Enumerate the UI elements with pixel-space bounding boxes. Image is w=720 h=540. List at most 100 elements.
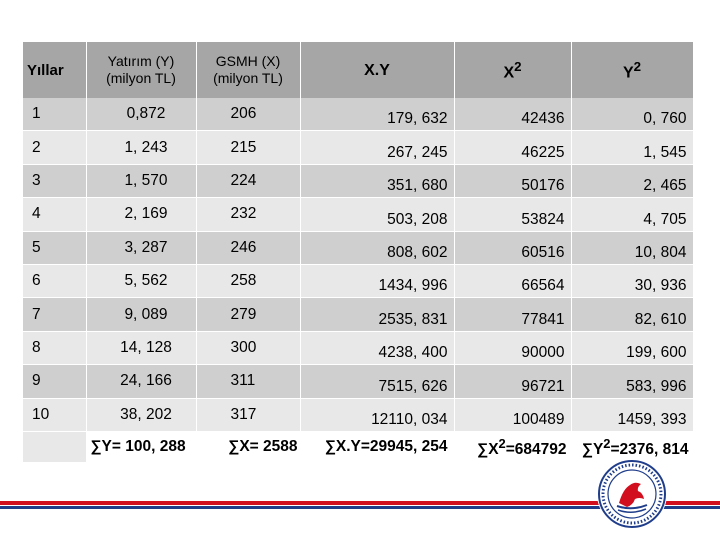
table-body: 1 0,872 206 179, 632 42436 0, 760 2 1, 2…	[23, 98, 694, 464]
cell-investment: 38, 202	[86, 398, 197, 432]
footer-blue-stripe	[0, 506, 720, 509]
cell-xy: 503, 208	[300, 197, 455, 232]
header-gnp: GSMH (X) (milyon TL)	[196, 42, 301, 98]
cell-year: 1	[23, 98, 87, 132]
cell-xy: 12110, 034	[300, 398, 455, 432]
cell-year: 7	[23, 297, 87, 332]
total-y-squared-post: =2376, 814	[610, 440, 689, 458]
cell-year: 6	[23, 264, 87, 299]
cell-y-squared: 30, 936	[571, 264, 694, 299]
total-x-squared-pre: ∑X	[477, 440, 499, 458]
table-row: 5 3, 287 246 808, 602 60516 10, 804	[23, 231, 694, 265]
footer-red-stripe	[0, 501, 720, 505]
header-investment-line1: Yatırım (Y)	[107, 53, 175, 69]
cell-gnp: 258	[196, 264, 301, 299]
cell-x-squared: 100489	[454, 398, 572, 432]
cell-y-squared: 2, 465	[571, 164, 694, 199]
table-row: 2 1, 243 215 267, 245 46225 1, 545	[23, 130, 694, 165]
cell-xy: 4238, 400	[300, 331, 455, 366]
total-y: ∑Y= 100, 288	[86, 431, 197, 464]
header-investment-line2: (milyon TL)	[106, 70, 176, 86]
cell-investment: 3, 287	[86, 231, 197, 265]
header-gnp-line2: (milyon TL)	[213, 70, 283, 86]
totals-row: ∑Y= 100, 288 ∑X= 2588 ∑X.Y=29945, 254 ∑X…	[23, 431, 694, 464]
cell-x-squared: 46225	[454, 130, 572, 165]
cell-investment: 0,872	[86, 98, 197, 132]
cell-y-squared: 1, 545	[571, 130, 694, 165]
cell-year: 2	[23, 130, 87, 165]
cell-gnp: 300	[196, 331, 301, 366]
table-row: 6 5, 562 258 1434, 996 66564 30, 936	[23, 264, 694, 299]
cell-gnp: 317	[196, 398, 301, 432]
header-y-squared-base: Y	[622, 64, 634, 82]
cell-investment: 1, 243	[86, 130, 197, 165]
cell-xy: 2535, 831	[300, 297, 455, 332]
regression-table: Yıllar Yatırım (Y) (milyon TL) GSMH (X) …	[23, 42, 694, 464]
cell-xy: 179, 632	[300, 98, 455, 132]
university-seal-icon	[597, 459, 667, 529]
cell-y-squared: 199, 600	[571, 331, 694, 366]
total-xy: ∑X.Y=29945, 254	[300, 431, 455, 464]
total-y-squared: ∑Y2=2376, 814	[571, 431, 694, 464]
cell-investment: 9, 089	[86, 297, 197, 332]
cell-x-squared: 96721	[454, 364, 572, 399]
cell-x-squared: 42436	[454, 98, 572, 132]
cell-investment: 1, 570	[86, 164, 197, 199]
header-xy: X.Y	[300, 42, 455, 98]
header-year: Yıllar	[23, 42, 87, 98]
table-row: 9 24, 166 311 7515, 626 96721 583, 996	[23, 364, 694, 399]
total-x-squared-sup: 2	[498, 435, 506, 451]
cell-x-squared: 53824	[454, 197, 572, 232]
total-x: ∑X= 2588	[196, 431, 301, 464]
header-row: Yıllar Yatırım (Y) (milyon TL) GSMH (X) …	[23, 42, 694, 98]
cell-x-squared: 66564	[454, 264, 572, 299]
header-x-squared-sup: 2	[514, 59, 522, 75]
totals-blank-cell	[23, 431, 87, 464]
header-y-squared: Y2	[571, 42, 694, 98]
cell-year: 10	[23, 398, 87, 432]
cell-gnp: 246	[196, 231, 301, 265]
seal-graphic	[598, 460, 666, 528]
header-y-squared-sup: 2	[633, 59, 642, 75]
cell-year: 9	[23, 364, 87, 399]
total-y-squared-pre: ∑Y	[581, 440, 604, 458]
cell-investment: 2, 169	[86, 197, 197, 232]
cell-x-squared: 60516	[454, 231, 572, 265]
cell-x-squared: 90000	[454, 331, 572, 366]
cell-year: 5	[23, 231, 87, 265]
cell-year: 4	[23, 197, 87, 232]
table-row: 3 1, 570 224 351, 680 50176 2, 465	[23, 164, 694, 199]
cell-y-squared: 0, 760	[571, 98, 694, 132]
header-x-squared: X2	[454, 42, 572, 98]
cell-x-squared: 50176	[454, 164, 572, 199]
cell-gnp: 224	[196, 164, 301, 199]
cell-gnp: 311	[196, 364, 301, 399]
cell-year: 3	[23, 164, 87, 199]
cell-investment: 14, 128	[86, 331, 197, 366]
header-investment: Yatırım (Y) (milyon TL)	[86, 42, 197, 98]
cell-xy: 7515, 626	[300, 364, 455, 399]
cell-xy: 1434, 996	[300, 264, 455, 299]
table-row: 10 38, 202 317 12110, 034 100489 1459, 3…	[23, 398, 694, 432]
cell-year: 8	[23, 331, 87, 366]
cell-xy: 267, 245	[300, 130, 455, 165]
table-row: 1 0,872 206 179, 632 42436 0, 760	[23, 98, 694, 132]
cell-y-squared: 4, 705	[571, 197, 694, 232]
total-x-squared: ∑X2=684792	[454, 431, 572, 464]
table-row: 4 2, 169 232 503, 208 53824 4, 705	[23, 197, 694, 232]
total-y-squared-sup: 2	[603, 435, 611, 451]
cell-investment: 5, 562	[86, 264, 197, 299]
cell-x-squared: 77841	[454, 297, 572, 332]
total-x-squared-post: =684792	[505, 440, 567, 458]
cell-gnp: 232	[196, 197, 301, 232]
cell-y-squared: 82, 610	[571, 297, 694, 332]
cell-y-squared: 10, 804	[571, 231, 694, 265]
header-gnp-line1: GSMH (X)	[215, 53, 281, 69]
cell-xy: 351, 680	[300, 164, 455, 199]
cell-investment: 24, 166	[86, 364, 197, 399]
cell-gnp: 206	[196, 98, 301, 132]
cell-gnp: 215	[196, 130, 301, 165]
cell-gnp: 279	[196, 297, 301, 332]
cell-xy: 808, 602	[300, 231, 455, 265]
table-row: 7 9, 089 279 2535, 831 77841 82, 610	[23, 297, 694, 332]
